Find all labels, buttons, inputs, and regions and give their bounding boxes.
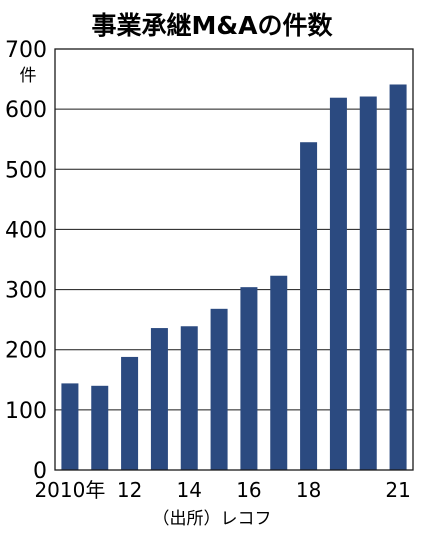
- x-tick-label: 16: [236, 478, 261, 502]
- y-tick-label: 700: [5, 38, 47, 63]
- bar-2017: [270, 275, 288, 470]
- x-tick-label: 2010年: [34, 478, 105, 502]
- chart-title: 事業承継M&Aの件数: [91, 11, 333, 40]
- y-tick-label: 500: [5, 158, 47, 183]
- bars: [61, 84, 407, 471]
- bar-2018: [300, 142, 318, 470]
- bar-2014: [180, 326, 198, 470]
- plot-frame: [54, 48, 414, 471]
- y-axis-ticks: 0 100 200 300 400 500 600 700: [5, 38, 47, 484]
- bar-2021: [389, 84, 407, 470]
- bar-2015: [210, 308, 228, 470]
- bar-2016: [240, 287, 258, 470]
- bar-2012: [121, 356, 139, 470]
- x-tick-label: 18: [296, 478, 321, 502]
- bar-2020: [359, 96, 377, 471]
- x-tick-label: 12: [117, 478, 142, 502]
- y-tick-label: 100: [5, 399, 47, 424]
- y-tick-label: 400: [5, 218, 47, 243]
- bar-2019: [329, 97, 347, 471]
- y-tick-label: 0: [33, 459, 47, 484]
- source-note: （出所）レコフ: [153, 509, 272, 529]
- bar-2010: [61, 383, 79, 470]
- x-tick-label: 21: [385, 478, 410, 502]
- y-tick-label: 300: [5, 279, 47, 304]
- y-tick-label: 600: [5, 98, 47, 123]
- x-tick-label: 14: [177, 478, 202, 502]
- x-axis-ticks: 2010年 12 14 16 18 21: [34, 478, 410, 502]
- y-tick-label: 200: [5, 339, 47, 364]
- y-axis-unit-label: 件: [20, 66, 37, 86]
- bar-2011: [91, 385, 109, 470]
- bar-2013: [150, 328, 168, 470]
- grid-lines: [55, 108, 413, 411]
